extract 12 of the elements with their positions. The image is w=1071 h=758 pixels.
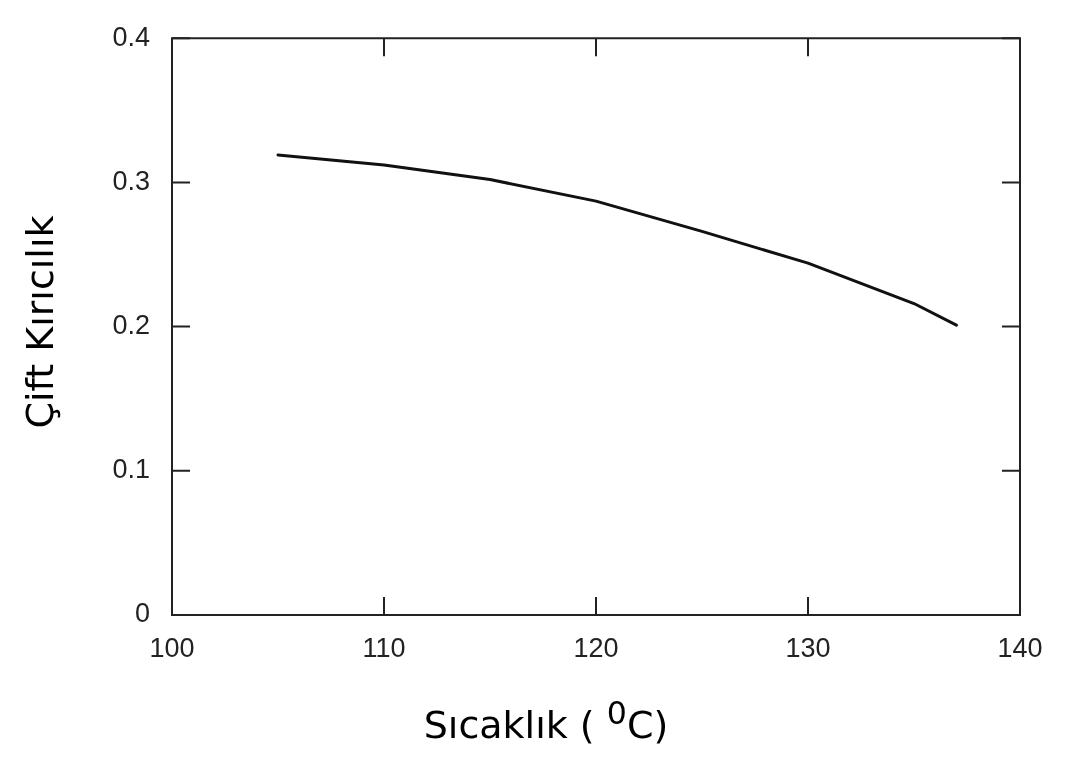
y-tick-label: 0.1 xyxy=(112,454,150,485)
y-tick-label: 0.2 xyxy=(112,310,150,341)
x-tick-label: 120 xyxy=(573,632,619,663)
y-axis-title: Çift Kırıcılık xyxy=(18,214,62,431)
y-tick-label: 0 xyxy=(134,598,150,629)
y-tick-label: 0.3 xyxy=(112,165,150,196)
y-tick-label: 0.4 xyxy=(112,21,150,52)
x-tick-label: 110 xyxy=(362,632,406,663)
x-axis-title: Sıcaklık ( $^{0}$C) xyxy=(422,695,670,747)
x-tick-label: 130 xyxy=(785,632,831,663)
x-tick-label: 100 xyxy=(149,632,195,663)
x-tick-label: 140 xyxy=(997,632,1043,663)
